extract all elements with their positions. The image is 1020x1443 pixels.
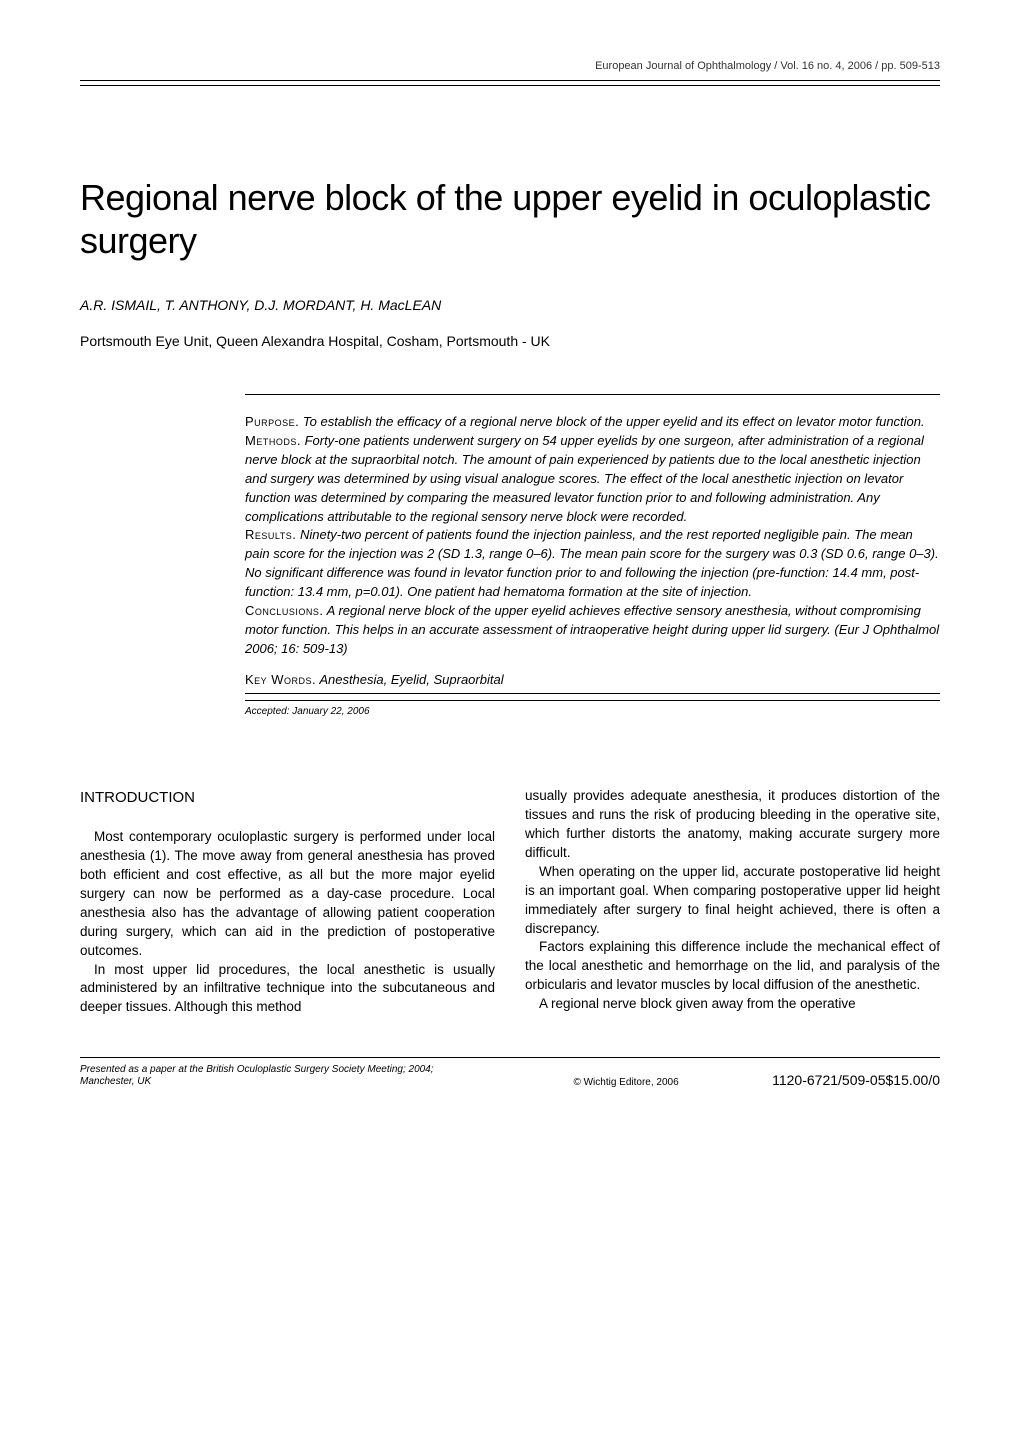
conclusions-label: Conclusions. [245, 603, 324, 618]
column-right: usually provides adequate anesthesia, it… [525, 787, 940, 1017]
journal-header: European Journal of Ophthalmology / Vol.… [80, 60, 940, 81]
abstract-block: Purpose. To establish the efficacy of a … [245, 394, 940, 694]
results-text: Ninety-two percent of patients found the… [245, 527, 939, 599]
column-left: INTRODUCTION Most contemporary oculoplas… [80, 787, 495, 1017]
page-footer: Presented as a paper at the British Ocul… [80, 1057, 940, 1088]
conclusions-text: A regional nerve block of the upper eyel… [245, 603, 939, 656]
journal-line: European Journal of Ophthalmology / Vol.… [595, 60, 940, 72]
body-paragraph: Factors explaining this difference inclu… [525, 938, 940, 995]
affiliation: Portsmouth Eye Unit, Queen Alexandra Hos… [80, 333, 940, 349]
authors: A.R. ISMAIL, T. ANTHONY, D.J. MORDANT, H… [80, 297, 940, 313]
purpose-label: Purpose. [245, 414, 299, 429]
abstract-purpose: Purpose. To establish the efficacy of a … [245, 413, 940, 432]
body-columns: INTRODUCTION Most contemporary oculoplas… [80, 787, 940, 1017]
abstract-conclusions: Conclusions. A regional nerve block of t… [245, 602, 940, 659]
abstract-methods: Methods. Forty-one patients underwent su… [245, 432, 940, 526]
purpose-text: To establish the efficacy of a regional … [299, 414, 924, 429]
body-paragraph: A regional nerve block given away from t… [525, 995, 940, 1014]
keywords-text: Anesthesia, Eyelid, Supraorbital [316, 672, 503, 687]
results-label: Results. [245, 527, 296, 542]
abstract-results: Results. Ninety-two percent of patients … [245, 526, 940, 601]
body-paragraph: usually provides adequate anesthesia, it… [525, 787, 940, 863]
section-heading-introduction: INTRODUCTION [80, 787, 495, 808]
body-paragraph: When operating on the upper lid, accurat… [525, 863, 940, 939]
keywords: Key Words. Anesthesia, Eyelid, Supraorbi… [245, 672, 940, 687]
methods-text: Forty-one patients underwent surgery on … [245, 433, 924, 523]
methods-label: Methods. [245, 433, 301, 448]
body-paragraph: Most contemporary oculoplastic surgery i… [80, 828, 495, 960]
header-rule [80, 85, 940, 86]
keywords-label: Key Words. [245, 672, 316, 687]
body-paragraph: In most upper lid procedures, the local … [80, 961, 495, 1018]
footer-copyright: © Wichtig Editore, 2006 [573, 1077, 678, 1088]
footer-issn: 1120-6721/509-05$15.00/0 [772, 1072, 940, 1088]
footer-presented: Presented as a paper at the British Ocul… [80, 1064, 480, 1088]
article-title: Regional nerve block of the upper eyelid… [80, 176, 940, 262]
accepted-date: Accepted: January 22, 2006 [245, 700, 940, 717]
